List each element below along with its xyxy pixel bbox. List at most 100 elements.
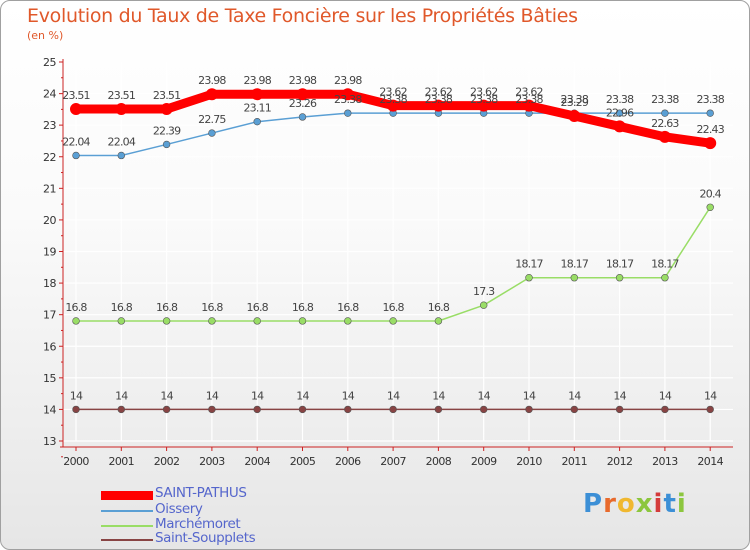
data-label: 23.62 <box>379 86 407 99</box>
y-tick-label: 22 <box>43 151 56 164</box>
x-tick-label: 2007 <box>380 455 406 468</box>
data-point <box>208 405 216 414</box>
data-label: 23.38 <box>651 93 679 106</box>
data-label: 23.38 <box>425 93 453 106</box>
x-tick-label: 2014 <box>697 455 723 468</box>
data-point <box>570 405 578 414</box>
data-point <box>344 317 352 325</box>
data-point <box>117 317 126 325</box>
data-label: 14 <box>477 389 490 402</box>
y-tick-label: 23 <box>43 119 56 132</box>
data-label: 23.26 <box>289 97 317 110</box>
data-point <box>568 110 581 123</box>
data-point <box>706 203 714 211</box>
logo-letter: i <box>653 489 664 519</box>
y-tick-label: 15 <box>43 372 56 385</box>
data-label: 22.04 <box>62 135 90 148</box>
data-label: 14 <box>115 389 128 402</box>
data-label: 22.63 <box>651 117 679 130</box>
legend-swatch <box>101 525 153 527</box>
data-label: 23.11 <box>243 102 271 115</box>
data-label: 18.17 <box>515 258 543 271</box>
data-label: 14 <box>206 389 219 402</box>
data-point <box>661 405 669 414</box>
data-label: 14 <box>613 389 626 402</box>
chart-subtitle: (en %) <box>27 29 64 42</box>
data-point <box>615 109 624 117</box>
data-point <box>115 103 128 116</box>
proxiti-logo: Proxiti <box>583 489 687 519</box>
data-label: 23.62 <box>515 86 543 99</box>
data-point <box>298 405 307 414</box>
logo-letter: i <box>676 489 687 519</box>
data-point <box>205 88 218 101</box>
y-tick-label: 17 <box>43 309 56 322</box>
data-point <box>162 317 171 325</box>
data-point <box>298 113 307 121</box>
data-label: 23.38 <box>379 93 407 106</box>
data-point <box>480 301 488 309</box>
data-label: 23.51 <box>62 89 90 102</box>
data-label: 18.17 <box>561 258 589 271</box>
data-label: 16.8 <box>247 301 269 314</box>
data-point <box>70 103 82 116</box>
legend-swatch <box>101 490 153 500</box>
chart-title: Evolution du Taux de Taxe Foncière sur l… <box>27 5 578 27</box>
data-point <box>432 99 445 112</box>
data-point <box>389 317 397 325</box>
logo-letter: P <box>583 489 604 519</box>
data-label: 22.75 <box>198 113 226 126</box>
data-point <box>208 129 216 137</box>
y-tick-label: 16 <box>43 340 56 353</box>
data-point <box>661 274 669 282</box>
x-tick-label: 2010 <box>516 455 542 468</box>
data-label: 23.51 <box>108 89 136 102</box>
data-label: 23.98 <box>334 74 362 87</box>
data-label: 22.39 <box>153 124 181 137</box>
data-label: 22.96 <box>606 106 634 119</box>
data-label: 14 <box>704 389 717 402</box>
x-tick-label: 2011 <box>561 455 587 468</box>
y-tick-label: 21 <box>43 182 56 195</box>
data-label: 22.43 <box>696 123 724 136</box>
data-point <box>341 88 354 101</box>
x-tick-label: 2001 <box>108 455 134 468</box>
data-point <box>615 274 624 282</box>
x-tick-label: 2008 <box>426 455 452 468</box>
data-point <box>613 120 626 133</box>
data-label: 14 <box>387 389 400 402</box>
x-tick-label: 2004 <box>244 455 270 468</box>
data-label: 14 <box>296 389 309 402</box>
data-point <box>72 405 80 414</box>
data-point <box>434 317 443 325</box>
data-point <box>296 88 309 101</box>
data-label: 23.38 <box>515 93 543 106</box>
data-label: 23.38 <box>696 93 724 106</box>
data-label: 18.17 <box>651 258 679 271</box>
data-point <box>253 317 261 325</box>
logo-letter: x <box>635 489 654 519</box>
data-label: 14 <box>251 389 264 402</box>
data-point <box>387 99 400 112</box>
data-point <box>160 103 173 116</box>
data-point <box>480 405 488 414</box>
data-label: 23.62 <box>470 86 498 99</box>
x-tick-label: 2002 <box>154 455 180 468</box>
logo-letter: r <box>603 489 617 519</box>
data-label: 23.29 <box>561 96 589 109</box>
data-label: 14 <box>568 389 581 402</box>
data-point <box>251 88 264 101</box>
data-label: 23.38 <box>561 93 589 106</box>
data-point <box>253 405 261 414</box>
data-point <box>208 317 216 325</box>
data-point <box>298 317 307 325</box>
y-tick-label: 19 <box>43 246 56 259</box>
data-label: 16.8 <box>201 301 223 314</box>
data-label: 23.98 <box>243 74 271 87</box>
data-point <box>117 405 126 414</box>
data-point <box>661 109 669 117</box>
data-label: 16.8 <box>156 301 178 314</box>
data-label: 14 <box>342 389 355 402</box>
data-label: 18.17 <box>606 258 634 271</box>
x-tick-label: 2000 <box>63 455 89 468</box>
